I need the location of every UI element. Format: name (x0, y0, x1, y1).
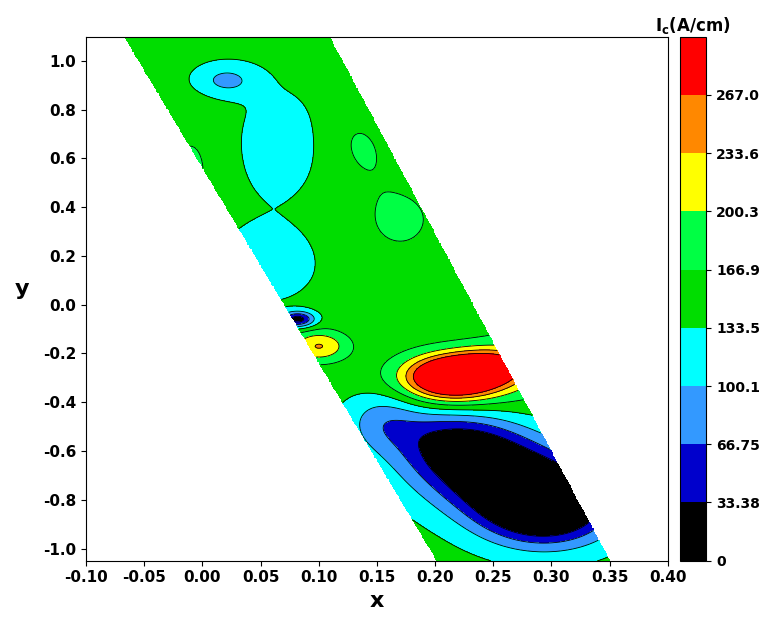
X-axis label: x: x (370, 591, 384, 611)
Title: $\mathbf{I_c}$$\bf{(A/cm)}$: $\mathbf{I_c}$$\bf{(A/cm)}$ (656, 15, 731, 36)
Y-axis label: y: y (15, 279, 29, 299)
